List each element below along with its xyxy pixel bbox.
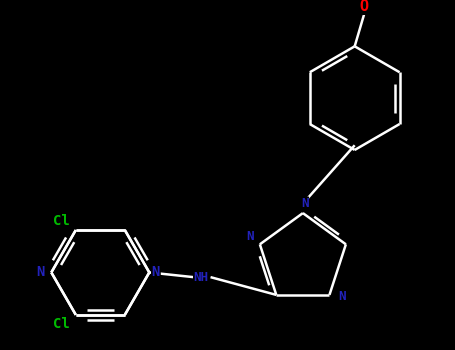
Text: N: N — [36, 265, 44, 279]
Text: NH: NH — [194, 271, 209, 284]
Text: N: N — [301, 197, 308, 210]
Text: N: N — [152, 265, 160, 279]
Text: N: N — [338, 290, 345, 303]
Text: N: N — [247, 230, 254, 243]
Text: O: O — [359, 0, 369, 14]
Text: Cl: Cl — [53, 317, 70, 331]
Text: Cl: Cl — [53, 214, 70, 228]
